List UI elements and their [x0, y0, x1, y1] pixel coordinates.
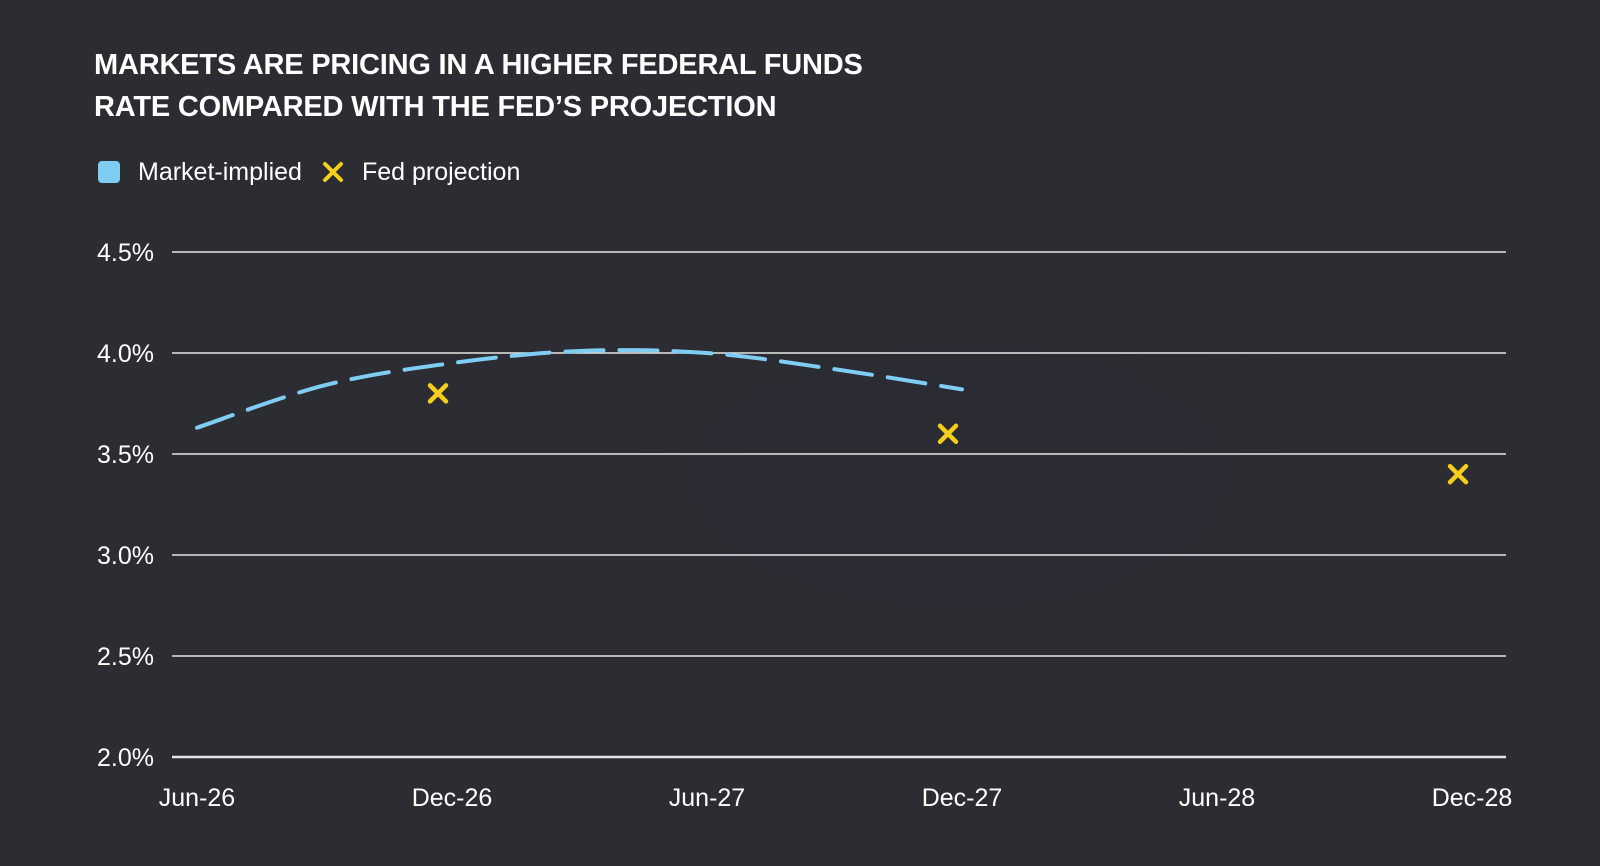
chart-title-line-2: RATE COMPARED WITH THE FED’S PROJECTION	[94, 91, 777, 123]
x-tick-label: Jun-28	[1179, 784, 1255, 812]
fed-projection-x-marker	[937, 423, 959, 445]
x-tick-label: Dec-27	[922, 784, 1003, 812]
fed-projection-x-marker	[427, 383, 449, 404]
fed-projection-x-marker	[1447, 463, 1469, 485]
legend-item-fed-projection: Fed projection	[322, 158, 520, 187]
chart-title-line-1: MARKETS ARE PRICING IN A HIGHER FEDERAL …	[94, 49, 863, 81]
y-tick-label: 2.0%	[97, 744, 154, 772]
legend: Market-implied Fed projection	[98, 154, 540, 190]
chart-title: MARKETS ARE PRICING IN A HIGHER FEDERAL …	[94, 44, 994, 128]
y-tick-label: 2.5%	[97, 643, 154, 671]
y-tick-label: 4.0%	[97, 340, 154, 368]
x-tick-label: Dec-28	[1432, 784, 1513, 812]
legend-swatch-market-implied	[98, 161, 120, 183]
legend-x-marker-icon	[322, 162, 343, 182]
series-line-market-implied	[195, 348, 964, 430]
legend-label-fed-projection: Fed projection	[361, 157, 521, 186]
x-tick-label: Jun-27	[669, 784, 745, 812]
x-tick-label: Dec-26	[412, 784, 493, 812]
legend-label-market-implied: Market-implied	[138, 157, 302, 186]
y-tick-label: 4.5%	[97, 239, 154, 267]
y-tick-label: 3.0%	[97, 542, 154, 570]
legend-item-market-implied: Market-implied	[98, 158, 302, 187]
x-tick-label: Jun-26	[159, 784, 235, 812]
y-tick-label: 3.5%	[97, 441, 154, 469]
